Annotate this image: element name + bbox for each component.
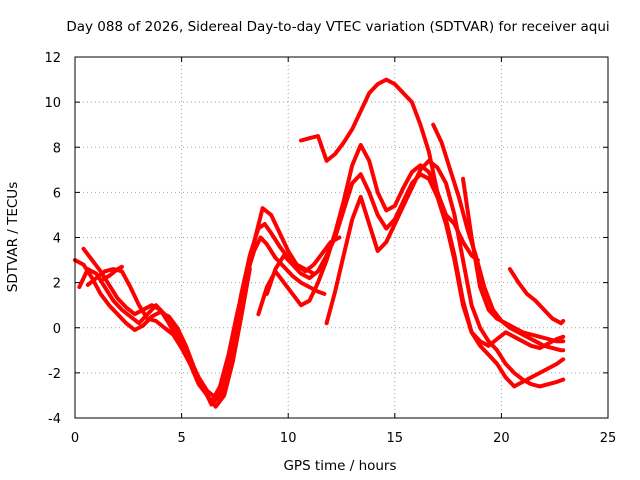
y-tick-label: -4: [48, 412, 61, 427]
series-group: [73, 77, 566, 409]
y-tick-label: 12: [44, 51, 61, 66]
series-sat-k: [507, 267, 566, 326]
x-tick-label: 20: [493, 431, 510, 446]
grid: [75, 57, 608, 418]
x-tick-label: 15: [387, 431, 404, 446]
y-tick-label: 4: [53, 232, 61, 247]
plot-frame: [74, 56, 609, 419]
series-sat-f: [256, 143, 566, 351]
series-sat-h: [324, 158, 566, 389]
series-sat-c: [81, 206, 342, 407]
y-tick-label: 8: [53, 141, 61, 156]
y-tick-label: 6: [53, 186, 61, 201]
y-axis-label: SDTVAR / TECUs: [5, 182, 21, 292]
y-tick-label: 2: [53, 277, 61, 292]
y-tick-label: 10: [44, 96, 61, 111]
series-sat-l: [461, 176, 566, 344]
axis-ticks: 0 5 10 15 20 25 -4 -2 0 2 4 6 8 10 12: [44, 51, 616, 446]
y-tick-label: 0: [53, 322, 61, 337]
series-sat-e: [98, 264, 124, 283]
x-tick-label: 5: [177, 431, 185, 446]
y-tick-label: -2: [48, 367, 61, 382]
chart-title: Day 088 of 2026, Sidereal Day-to-day VTE…: [66, 19, 609, 35]
x-tick-label: 25: [600, 431, 617, 446]
series-sat-i: [299, 77, 480, 263]
x-tick-label: 0: [71, 431, 79, 446]
x-axis-label: GPS time / hours: [283, 458, 396, 474]
x-tick-label: 10: [280, 431, 297, 446]
